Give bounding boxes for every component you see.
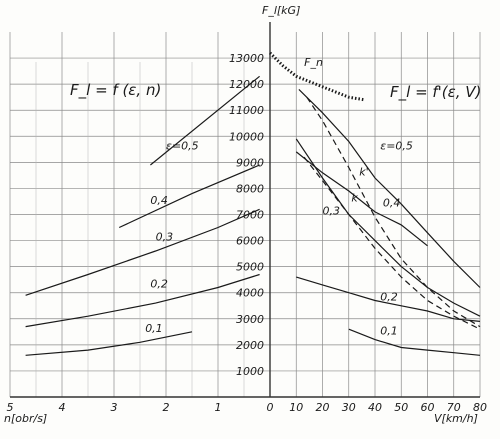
- series-line-right: [303, 156, 481, 330]
- series-label-left: ε=0,5: [166, 139, 199, 152]
- right-chart-title: F_l = f'(ε, V): [390, 83, 481, 102]
- series-line-right: [295, 138, 481, 317]
- y-tick-label: 11000: [229, 104, 264, 117]
- series-line-left: [25, 208, 260, 296]
- y-tick-label: 9000: [236, 156, 264, 169]
- series-label-left: 0,3: [156, 231, 174, 244]
- series-label-right: F_n: [304, 56, 323, 69]
- x-left-tick-label: 4: [59, 401, 66, 414]
- y-tick-label: 7000: [236, 209, 264, 222]
- y-tick-label: 5000: [236, 261, 264, 274]
- series-label-left: 0,1: [145, 322, 163, 335]
- y-tick-label: 6000: [236, 235, 264, 248]
- series-label-right: k: [351, 191, 358, 204]
- x-left-tick-label: 3: [111, 401, 118, 414]
- x-left-tick-label: 0: [267, 401, 274, 414]
- series-line-left: [25, 331, 193, 356]
- x-right-tick-label: 10: [289, 401, 303, 414]
- series-line-right: [306, 96, 481, 328]
- series-line-right: [348, 328, 481, 356]
- y-tick-label: 12000: [229, 78, 264, 91]
- axes: [10, 22, 480, 398]
- tick-labels: 1000200030004000500060007000800090001000…: [7, 52, 488, 414]
- series-line-right: [298, 88, 481, 288]
- grid: [9, 32, 481, 397]
- x-right-tick-label: 20: [316, 401, 330, 414]
- y-tick-label: 4000: [236, 287, 264, 300]
- x-left-tick-label: 2: [163, 401, 170, 414]
- series-line-right: [296, 276, 481, 322]
- series-label-right: 0,4: [383, 197, 401, 210]
- series-lines: [25, 51, 481, 356]
- x-left-axis-label: n[obr/s]: [4, 412, 47, 425]
- x-left-tick-label: 1: [215, 401, 222, 414]
- series-labels: ε=0,5 0,4 0,3 0,2 0,1 F_n ε=0,5 0,4 0,3 0,2 0,1 k'k: [145, 56, 413, 338]
- y-axis-label: F_l[kG]: [262, 4, 300, 17]
- series-label-left: 0,2: [150, 278, 168, 291]
- series-label-right: k': [359, 165, 368, 178]
- x-right-tick-label: 70: [447, 401, 461, 414]
- series-line-left: [118, 164, 260, 229]
- series-line-left: [25, 273, 260, 328]
- left-chart-title: F_l = f (ε, n): [70, 81, 161, 100]
- series-line-left: [150, 75, 260, 166]
- x-right-tick-label: 50: [394, 401, 408, 414]
- series-line-right: [295, 151, 428, 247]
- y-tick-label: 13000: [229, 52, 264, 65]
- series-label-right: 0,2: [380, 291, 398, 304]
- series-label-right: ε=0,5: [380, 139, 413, 152]
- x-right-tick-label: 30: [342, 401, 356, 414]
- series-label-left: 0,4: [150, 194, 168, 207]
- y-tick-label: 8000: [236, 182, 264, 195]
- y-tick-label: 2000: [236, 339, 264, 352]
- series-line-right: [268, 51, 365, 102]
- y-tick-label: 1000: [236, 365, 264, 378]
- x-right-tick-label: 80: [473, 401, 487, 414]
- series-label-right: 0,3: [323, 205, 341, 218]
- y-tick-label: 10000: [229, 130, 264, 143]
- x-left-tick-label: 5: [7, 401, 14, 414]
- x-right-tick-label: 60: [421, 401, 435, 414]
- x-right-tick-label: 40: [368, 401, 382, 414]
- series-label-right: 0,1: [380, 324, 398, 337]
- x-right-axis-label: V[km/h]: [434, 412, 478, 425]
- y-tick-label: 3000: [236, 313, 264, 326]
